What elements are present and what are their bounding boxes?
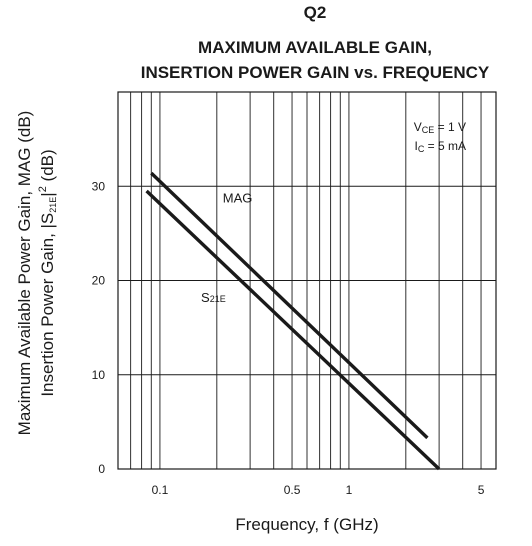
x-tick-label: 5: [478, 483, 485, 497]
condition-vce-sub: CE: [422, 125, 435, 135]
chart-title-line1: MAXIMUM AVAILABLE GAIN,: [198, 38, 432, 57]
condition-ic: IC = 5 mA: [414, 139, 466, 154]
x-tick-label: 0.5: [284, 483, 301, 497]
series-label-sub: 21E: [210, 294, 226, 304]
series-label-mag: MAG: [223, 190, 253, 205]
y-tick-label: 10: [92, 368, 106, 382]
y-axis-label-line1: Maximum Available Power Gain, MAG (dB): [15, 111, 34, 436]
grid: [117, 92, 497, 469]
y-tick-label: 0: [98, 462, 105, 476]
condition-vce: VCE = 1 V: [414, 120, 466, 135]
device-label: Q2: [304, 3, 327, 22]
tick-labels: 0.1 0.5 1 5 0 10 20 30: [92, 179, 485, 497]
y-label2-prefix: Insertion Power Gain, |S: [38, 213, 57, 397]
y-label2-sub: 21E: [48, 197, 58, 213]
condition-ic-sub: C: [418, 144, 425, 154]
x-axis-label: Frequency, f (GHz): [235, 515, 378, 534]
condition-vce-main: V: [414, 120, 422, 134]
condition-ic-main: I: [414, 139, 417, 153]
condition-ic-rest: = 5 mA: [424, 139, 466, 153]
chart-title-line2: INSERTION POWER GAIN vs. FREQUENCY: [141, 63, 490, 82]
series-label-main: MAG: [223, 190, 253, 205]
conditions-box: VCE = 1 V IC = 5 mA: [414, 120, 466, 154]
y-tick-label: 20: [92, 274, 106, 288]
series-layer: MAG S21E: [145, 171, 441, 471]
condition-vce-rest: = 1 V: [434, 120, 466, 134]
y-label2-unit: (dB): [38, 149, 57, 186]
series-label-main: S: [201, 290, 210, 305]
series-label-s21e: S21E: [201, 290, 226, 305]
x-tick-label: 0.1: [152, 483, 169, 497]
y-label2-suffix: |: [38, 192, 57, 196]
x-tick-label: 1: [346, 483, 353, 497]
y-tick-label: 30: [92, 179, 106, 193]
y-label2-sup: 2: [37, 186, 49, 192]
series-line-mag: [150, 171, 429, 440]
series-line-s21e: [145, 189, 441, 471]
y-axis-label-line2: Insertion Power Gain, |S21E|2 (dB): [37, 149, 58, 396]
plot-frame: [117, 91, 497, 470]
